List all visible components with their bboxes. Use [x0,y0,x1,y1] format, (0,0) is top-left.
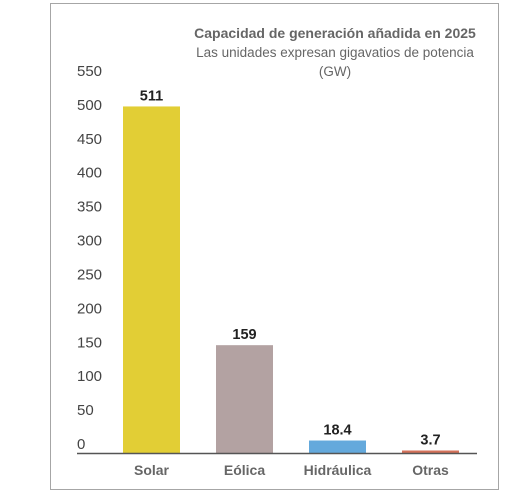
chart-title-block: Capacidad de generación añadida en 2025 … [185,24,485,81]
data-label: 18.4 [323,423,351,439]
y-tick-label: 50 [77,402,94,419]
bar-eólica [216,345,273,453]
x-category-label: Solar [134,462,170,478]
x-category-label: Hidráulica [304,462,372,478]
y-axis: 0 50 100 150 200 250 300 350 400 450 500 550 [77,63,102,453]
data-labels: 511 159 18.4 3.7 [140,88,441,448]
y-tick-label: 250 [77,266,102,283]
y-tick-label: 550 [77,63,102,80]
x-category-label: Otras [412,462,449,478]
data-label: 3.7 [420,432,440,448]
chart-title: Capacidad de generación añadida en 2025 [194,25,476,41]
data-label: 511 [140,88,163,104]
data-label: 159 [232,327,256,343]
bar-otras [402,450,459,453]
y-tick-label: 450 [77,131,102,148]
y-tick-label: 350 [77,199,102,216]
bars [123,106,459,453]
y-tick-label: 200 [77,300,102,317]
x-category-label: Eólica [224,462,265,478]
y-tick-label: 0 [77,436,85,453]
y-tick-label: 100 [77,368,102,385]
chart-subtitle: Las unidades expresan gigavatios de pote… [196,45,474,79]
x-axis: Solar Eólica Hidráulica Otras [134,462,449,478]
bar-solar [123,106,180,453]
y-tick-label: 150 [77,334,102,351]
bar-hidráulica [309,440,366,453]
y-tick-label: 500 [77,97,102,114]
y-tick-label: 400 [77,165,102,182]
y-tick-label: 300 [77,233,102,250]
